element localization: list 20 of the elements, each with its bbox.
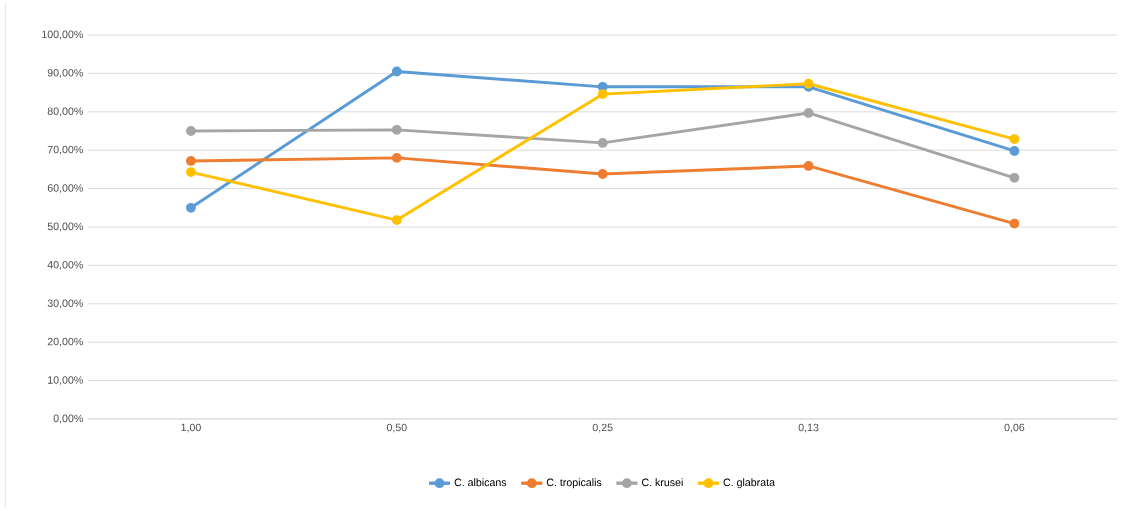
y-tick-label: 20,00% bbox=[47, 337, 83, 347]
x-tick-label: 1,00 bbox=[181, 423, 201, 433]
x-tick-label: 0,06 bbox=[1004, 423, 1025, 433]
y-tick-label: 0,00% bbox=[53, 414, 83, 424]
x-tick-label: 0,13 bbox=[798, 423, 819, 433]
y-tick-label: 90,00% bbox=[47, 69, 83, 78]
legend-label: C. glabrata bbox=[723, 478, 775, 489]
legend-label: C. albicans bbox=[454, 478, 507, 487]
x-tick-label: 0,25 bbox=[592, 423, 613, 433]
legend-label: C. krusei bbox=[641, 478, 683, 487]
y-tick-label: 30,00% bbox=[47, 299, 83, 309]
y-tick-label: 60,00% bbox=[47, 184, 83, 193]
y-tick-label: 80,00% bbox=[47, 107, 83, 117]
y-tick-label: 50,00% bbox=[47, 222, 83, 232]
legend-label: C. tropicalis bbox=[546, 478, 602, 489]
y-tick-label: 70,00% bbox=[47, 145, 83, 155]
y-tick-label: 40,00% bbox=[47, 261, 83, 270]
x-tick-label: 0,50 bbox=[386, 423, 407, 433]
y-tick-label: 100,00% bbox=[42, 30, 83, 40]
y-tick-label: 10,00% bbox=[48, 376, 83, 385]
